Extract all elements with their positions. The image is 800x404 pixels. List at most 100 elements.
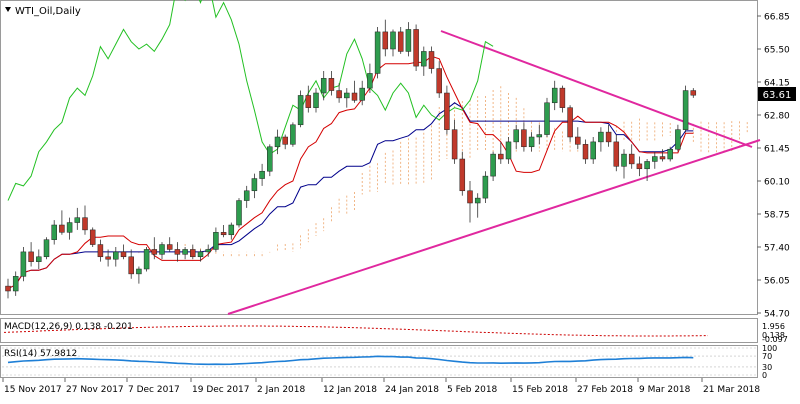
candle-body [451,129,458,160]
date-tick-label: 19 Dec 2017 [192,385,250,395]
trendline-lower [227,139,761,315]
macd-tick-label: 0.138 [762,331,785,340]
date-tick-label: 15 Feb 2018 [512,385,568,395]
price-tick-label: 56.05 [764,277,790,287]
date-tick-label: 27 Feb 2018 [577,385,633,395]
candle-body [621,153,627,167]
candle-body [559,87,566,108]
candle-body [213,232,219,250]
candle-body [467,190,473,204]
tenkan-line [7,55,694,290]
price-tick-label: 54.70 [764,310,790,320]
candle-body [159,244,165,255]
macd-tick-label: 1.956 [762,322,785,331]
candle-body [490,153,496,177]
candle-body [567,107,573,138]
candle-body [274,136,281,148]
candle-body [544,102,550,135]
candles [5,19,697,299]
date-tick-label: 15 Nov 2017 [4,385,62,395]
candle-body [120,251,127,258]
candle-body [190,249,196,258]
title-triangle-icon[interactable] [5,7,11,12]
candle-body [598,131,604,143]
candle-body [20,251,27,277]
candle-body [151,249,158,255]
candle-body [459,158,466,192]
rsi-tick-label: 100 [762,344,777,353]
date-axis: 15 Nov 2017 27 Nov 2017 7 Dec 2017 19 Dec 2… [2,378,760,395]
rsi-tick-label: 70 [762,352,772,361]
candle-body [251,178,258,192]
candle-body [382,31,389,50]
rsi-label: RSI(14) 57.9812 [4,349,77,359]
price-tick-label: 62.80 [764,112,790,122]
candle-body [313,92,319,108]
candle-body [482,175,489,199]
candle-body [328,78,335,91]
candle-body [528,136,535,148]
candle-body [228,224,235,236]
rsi-panel-frame [0,345,758,378]
trendline-upper [440,30,753,148]
candle-body [12,276,19,292]
price-tick-label: 58.75 [764,211,790,221]
candle-body [636,163,643,170]
candle-body [367,73,373,89]
macd-signal-line [3,325,709,337]
date-tick-label: 2 Jan 2018 [257,385,305,395]
current-price-label: 63.61 [763,90,792,101]
candle-body [166,244,173,250]
candle-body [59,224,65,233]
date-tick-label: 12 Jan 2018 [323,385,377,395]
candle-body [205,249,211,253]
candle-body [5,285,11,292]
date-tick-label: 9 Mar 2018 [639,385,691,395]
candle-body [243,190,250,201]
candle-body [659,156,666,160]
candle-body [675,129,681,150]
candle-body [513,129,519,143]
candle-body [628,153,635,165]
candle-body [305,95,312,108]
price-tick-label: 57.40 [764,244,790,254]
candle-body [474,197,481,204]
candle-body [582,144,589,160]
candle-body [498,153,504,160]
candle-body [575,136,581,145]
candle-body [282,136,288,145]
candle-body [374,31,381,74]
candle-body [297,95,304,126]
date-tick-label: 21 Mar 2018 [703,385,760,395]
candle-body [551,87,558,104]
candle-body [590,141,596,160]
macd-panel-frame [0,318,758,343]
chikou-line [7,0,494,201]
candle-body [136,268,142,275]
candle-body [143,249,150,270]
candle-body [359,87,365,101]
price-axis: 66.85 65.50 64.15 62.80 61.45 60.10 58.75 57.40… [757,13,790,320]
current-price-badge [758,87,796,101]
price-tick-label: 61.45 [764,145,790,155]
candle-body [97,244,104,258]
candle-body [521,129,527,148]
chart-title: WTI_Oil,Daily [15,6,81,17]
price-tick-label: 60.10 [764,178,790,188]
rsi-tick-label: 30 [762,363,772,372]
candle-body [690,90,697,96]
candle-body [682,90,689,130]
date-tick-label: 27 Nov 2017 [66,385,124,395]
candle-body [66,222,73,233]
candle-body [667,148,673,160]
candle-body [197,251,204,258]
candle-body [428,51,435,69]
candle-body [128,256,134,275]
candle-body [405,29,412,52]
candle-body [320,78,327,94]
price-tick-label: 65.50 [764,46,790,56]
candle-body [613,141,620,167]
candle-body [351,92,358,101]
candle-body [390,31,396,50]
